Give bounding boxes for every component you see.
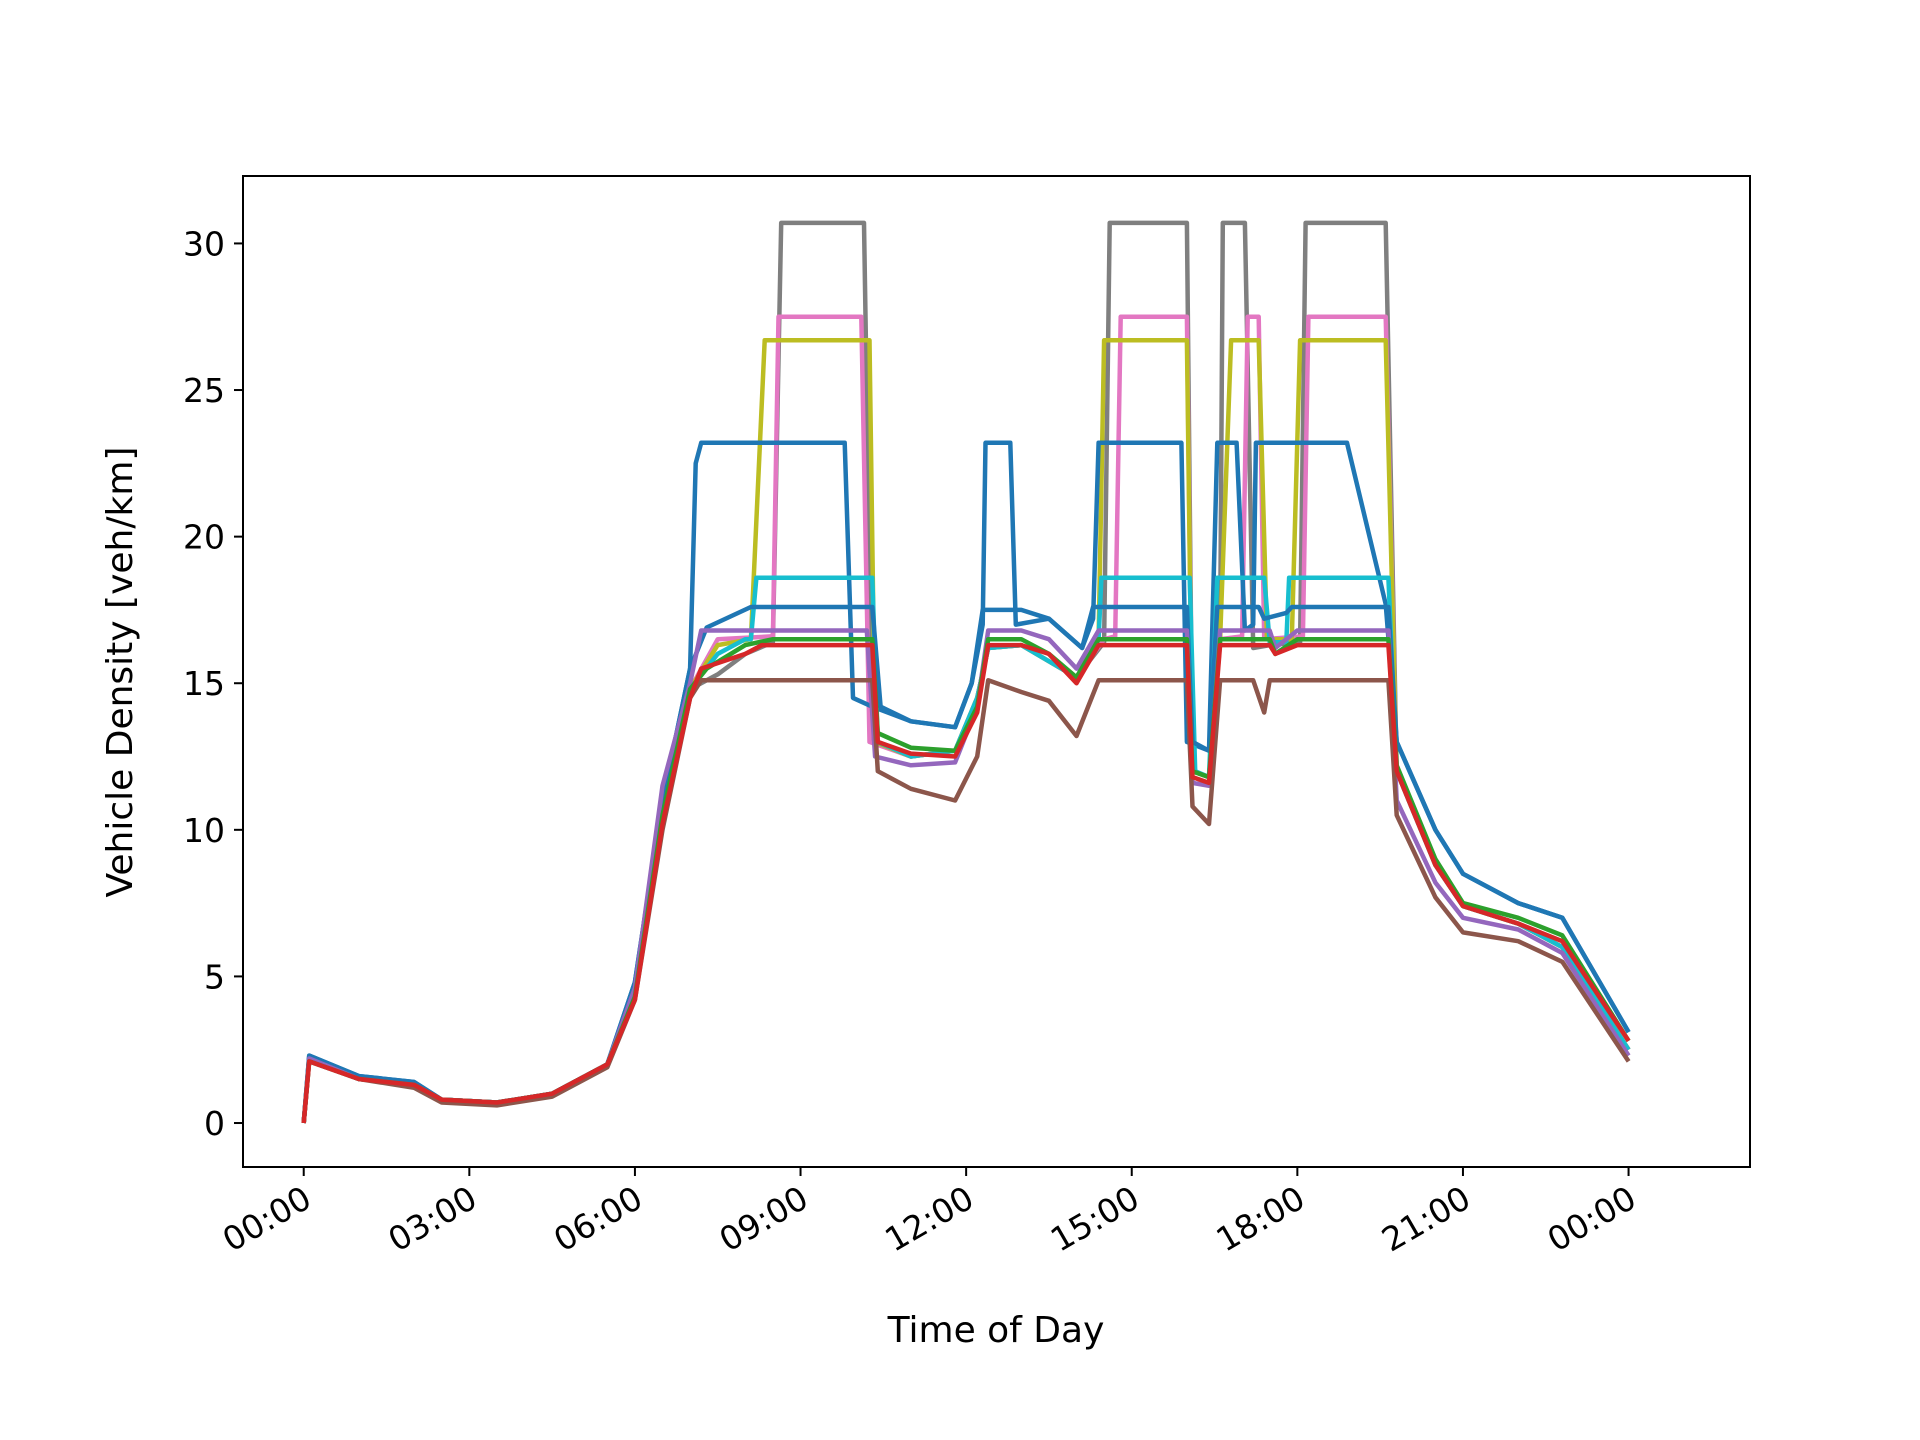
y-tick-label: 20 <box>183 518 225 557</box>
y-tick-label: 5 <box>204 957 225 996</box>
y-tick-label: 0 <box>204 1104 225 1143</box>
y-axis-label: Vehicle Density [veh/km] <box>100 447 141 898</box>
x-axis-label: Time of Day <box>887 1310 1105 1351</box>
y-tick-label: 15 <box>183 664 225 703</box>
y-tick-label: 30 <box>183 224 225 263</box>
series-line-9 <box>301 678 1631 1124</box>
y-axis: 0 5 10 15 20 25 30 <box>183 224 243 1143</box>
series-line-10 <box>301 642 1631 1124</box>
plot-frame <box>242 175 1751 1168</box>
y-tick-label: 25 <box>183 371 225 410</box>
series-layer <box>301 220 1631 1124</box>
y-tick-label: 10 <box>183 811 225 850</box>
